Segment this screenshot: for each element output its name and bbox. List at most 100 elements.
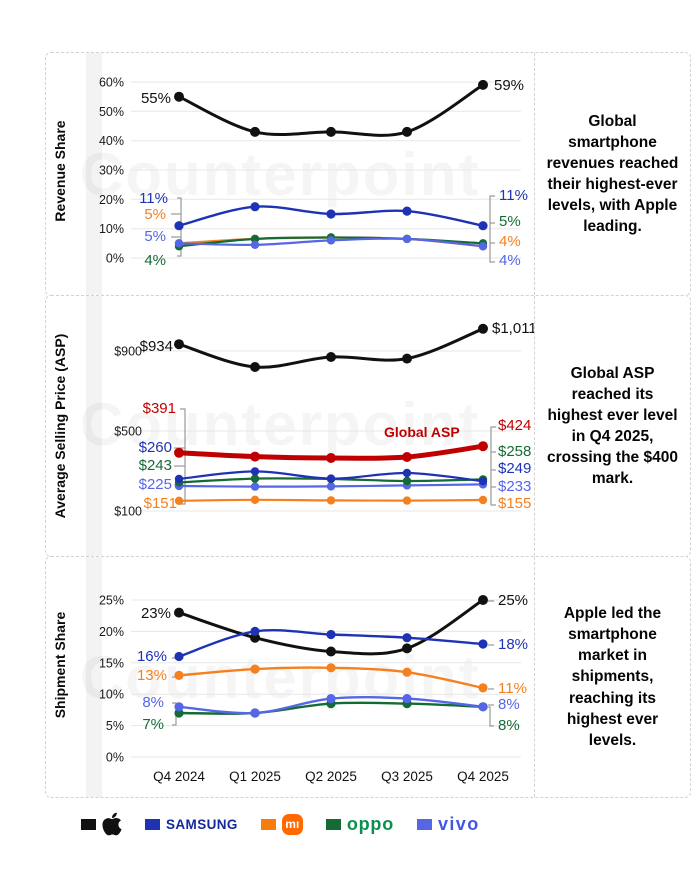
legend-item-xiaomi: mı [260,813,303,835]
samsung-point [402,633,412,643]
samsung-wordmark: SAMSUNG [166,816,238,832]
apple-point [478,323,488,334]
y-tick-label: 0% [106,751,124,765]
label-connector [489,195,495,263]
label-connector [172,715,177,726]
legend-item-apple [81,811,122,837]
samsung-point [402,206,412,216]
samsung-point [326,474,336,483]
x-tick-label: Q4 2025 [457,769,509,784]
value-label: 11% [139,190,168,207]
value-label: $243 [139,457,172,474]
vivo-point [250,708,260,718]
vivo-point [402,234,412,244]
xiaomi-point [174,670,184,680]
y-tick-label: 20% [99,193,124,207]
vivo-wordmark: vivo [438,813,480,834]
background-band [86,296,102,556]
apple-point [174,607,184,618]
shipment-share-panel: Counterpoint 25% 20% 15% 10% 5% 0% Q4 2024 Q1 2… [45,556,691,798]
apple-point [478,595,488,605]
infographic-root: Counterpoint 60% 50% 40% 30% 20% 10% 0% 55% 11% 5… [45,52,691,841]
samsung-point [326,629,336,640]
note-text: Global ASP reached its highest ever leve… [547,364,678,488]
samsung-point [478,221,488,231]
y-axis-title: Average Selling Price (ASP) [52,334,68,519]
asp-panel: Counterpoint $900 $500 $100 $934 $391 $260 $24… [45,295,691,557]
value-label: 11% [499,187,528,204]
asp-svg: $900 $500 $100 $934 $391 $260$243 $225 $151 $1,0… [52,320,534,519]
samsung-point [478,477,488,486]
vivo-swatch [417,818,432,830]
y-axis-title: Shipment Share [52,612,68,719]
revenue-share-chart: Counterpoint 60% 50% 40% 30% 20% 10% 0% 55% 11% 5… [46,53,534,295]
background-band [86,53,102,295]
vivo-point [478,242,488,251]
xiaomi-swatch [260,818,276,830]
global-asp-point [250,451,260,462]
xiaomi-point [326,496,336,505]
value-label: $258 [498,443,531,460]
value-label: 23% [141,605,171,622]
value-label: $391 [143,400,176,417]
xiaomi-point [326,663,336,673]
legend-item-samsung: SAMSUNG [145,817,238,832]
value-label: $249 [498,460,531,477]
legend-item-vivo: vivo [417,814,480,835]
samsung-point [402,468,412,478]
value-label: 7% [142,716,164,733]
samsung-point [326,209,336,219]
oppo-point [402,476,412,486]
x-tick-label: Q3 2025 [381,769,433,784]
apple-point [250,362,260,372]
apple-point [402,643,412,654]
apple-point [326,646,336,657]
value-label: 8% [142,694,164,711]
y-tick-label: 50% [99,105,124,119]
revenue-share-note: Global smartphone revenues reached their… [534,53,690,295]
revenue-share-panel: Counterpoint 60% 50% 40% 30% 20% 10% 0% 55% 11% 5… [45,52,691,296]
y-tick-label: 5% [106,719,124,733]
value-label: 5% [499,213,521,230]
value-label: 13% [137,667,167,684]
value-label: $225 [139,476,172,493]
shipment-share-chart: Counterpoint 25% 20% 15% 10% 5% 0% Q4 2024 Q1 2… [46,557,534,797]
global-asp-point [326,453,336,463]
value-label: $424 [498,417,531,434]
value-label: $1,011 [492,320,534,337]
y-tick-label: 15% [99,656,124,670]
value-label: 18% [498,636,528,653]
apple-point [478,79,488,90]
apple-line [177,598,485,656]
shipment-share-svg: 25% 20% 15% 10% 5% 0% Q4 2024 Q1 2025 Q2 2025 Q3 … [52,592,528,784]
value-label: $260 [139,439,172,456]
y-tick-label: 40% [99,134,124,148]
y-tick-label: $500 [114,425,142,439]
apple-point [402,353,412,364]
global-asp-point [478,441,488,452]
samsung-point [250,202,260,212]
samsung-point [250,467,260,476]
value-label: 11% [498,680,527,697]
revenue-share-svg: 60%50%40%30%20%10%0%55%11%5%5%4%59%11%5%… [52,76,528,270]
note-text: Global smartphone revenues reached their… [546,112,679,236]
value-label: 8% [498,696,520,713]
x-tick-label: Q1 2025 [229,769,281,784]
oppo-point [250,234,260,244]
value-label: 4% [499,252,521,269]
x-tick-label: Q4 2024 [153,769,205,784]
value-label: 4% [144,252,166,269]
shipment-share-note: Apple led the smartphone market in shipm… [534,557,690,797]
samsung-point [174,221,184,231]
vivo-point [250,240,260,249]
apple-logo-icon [102,812,122,836]
vivo-point [326,694,336,704]
apple-point [250,126,260,137]
value-label: $934 [140,338,173,355]
value-label: $233 [498,478,531,495]
samsung-point [174,474,184,484]
y-tick-label: $900 [114,345,142,359]
y-tick-label: 30% [99,164,124,178]
global-asp-point [174,447,184,458]
samsung-point [478,639,488,649]
